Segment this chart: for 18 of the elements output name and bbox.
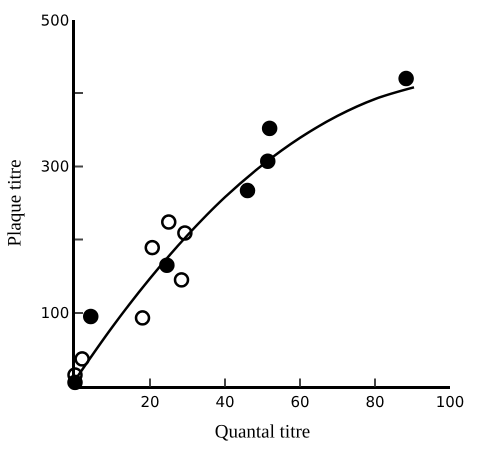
y-tick-label: 300 [40, 158, 70, 176]
x-tick-label: 20 [140, 392, 160, 411]
point [144, 240, 160, 256]
x-tick-label: 80 [365, 392, 385, 411]
y-tick-label: 100 [40, 304, 70, 322]
y-axis-title: Plaque titre [4, 159, 26, 247]
x-tick-label: 60 [290, 392, 310, 411]
point [134, 310, 150, 326]
y-tick-label: 500 [40, 11, 70, 30]
point [240, 182, 256, 198]
x-tick-label: 40 [215, 392, 235, 411]
x-axis-title: Quantal titre [214, 422, 310, 443]
point [398, 70, 414, 86]
point [174, 272, 190, 288]
point [161, 214, 176, 230]
point [83, 308, 98, 324]
x-tick-label: 100 [436, 392, 464, 411]
point [262, 120, 278, 136]
